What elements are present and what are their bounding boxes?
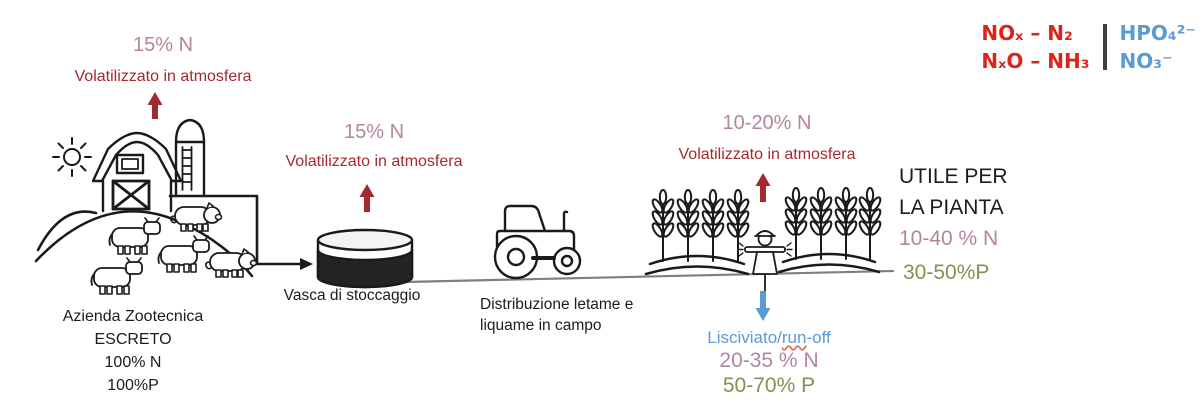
wheat-icon bbox=[782, 186, 810, 261]
barn-icon bbox=[91, 131, 183, 213]
runoff-label-part2: run bbox=[781, 328, 807, 347]
legend-nitrogen-column: NOₓ – N₂ NₓO – NH₃ bbox=[981, 19, 1089, 75]
pig-icon bbox=[169, 201, 223, 233]
down-arrow-icon bbox=[755, 291, 771, 321]
runoff-label-part3: -off bbox=[806, 328, 831, 347]
legend: NOₓ – N₂ NₓO – NH₃ HPO₄²⁻ NO₃⁻ bbox=[981, 19, 1196, 75]
plant-title-line1: UTILE PER bbox=[899, 165, 1008, 188]
cow-icon bbox=[157, 234, 211, 274]
tractor-caption-line1: Distribuzione letame e bbox=[480, 296, 634, 313]
legend-blue-line2: NO₃⁻ bbox=[1119, 49, 1173, 73]
runoff-n-value: 20-35 % N bbox=[719, 349, 819, 372]
wheat-icon bbox=[649, 188, 677, 263]
ground-line bbox=[403, 269, 895, 284]
farm-loss-label: Volatilizzato in atmosfera bbox=[74, 68, 252, 85]
runoff-p-value: 50-70% P bbox=[722, 374, 816, 397]
up-arrow-icon bbox=[147, 92, 163, 119]
scarecrow-icon bbox=[737, 230, 793, 298]
legend-red-line2: NₓO – NH₃ bbox=[981, 49, 1090, 73]
legend-red-line1: NOₓ – N₂ bbox=[981, 21, 1073, 45]
tractor-caption-line2: liquame in campo bbox=[480, 317, 602, 334]
flow-arrow bbox=[168, 194, 313, 270]
wheat-icon bbox=[807, 186, 835, 261]
runoff-label: Lisciviato/run-off bbox=[707, 328, 830, 347]
farm-caption-line3: 100% N bbox=[104, 354, 162, 371]
plant-title: UTILE PER LA PIANTA bbox=[899, 161, 1008, 223]
field-mounds bbox=[644, 252, 881, 276]
farm-caption-line4: 100%P bbox=[107, 377, 159, 394]
tank-loss-label: Volatilizzato in atmosfera bbox=[285, 153, 463, 170]
plant-title-line2: LA PIANTA bbox=[899, 196, 1004, 219]
farm-caption: Azienda Zootecnica ESCRETO 100% N 100%P bbox=[63, 305, 204, 397]
tractor-icon bbox=[493, 204, 582, 280]
cow-icon bbox=[108, 216, 162, 256]
farm-animals bbox=[90, 201, 258, 296]
legend-phosphate-column: HPO₄²⁻ NO₃⁻ bbox=[1120, 19, 1196, 75]
legend-divider bbox=[1102, 24, 1107, 70]
tank-loss-pct: 15% N bbox=[343, 121, 405, 143]
up-arrow-icon bbox=[359, 184, 375, 212]
field-loss-pct: 10-20% N bbox=[722, 112, 812, 134]
farm-loss-pct: 15% N bbox=[132, 34, 194, 56]
wheat-icon bbox=[856, 186, 884, 261]
plant-p-value: 30-50%P bbox=[903, 261, 990, 284]
plant-n-value: 10-40 % N bbox=[899, 227, 999, 250]
sun-icon bbox=[52, 137, 92, 177]
tank-caption: Vasca di stoccaggio bbox=[283, 287, 421, 304]
tractor-caption: Distribuzione letame e liquame in campo bbox=[480, 294, 633, 336]
wheat-icon bbox=[832, 186, 860, 261]
silo-icon bbox=[174, 118, 206, 198]
wheat-icon bbox=[674, 188, 702, 263]
runoff-label-part1: Lisciviato/ bbox=[707, 328, 782, 347]
volatilization-arrows bbox=[147, 92, 771, 212]
farm-caption-line2: ESCRETO bbox=[94, 331, 172, 348]
up-arrow-icon bbox=[755, 173, 771, 202]
field-loss-label: Volatilizzato in atmosfera bbox=[678, 146, 856, 163]
wheat-icon bbox=[699, 188, 727, 263]
legend-blue-line1: HPO₄²⁻ bbox=[1119, 21, 1196, 45]
storage-tank-icon bbox=[316, 228, 414, 289]
farm-caption-line1: Azienda Zootecnica bbox=[62, 308, 204, 325]
cow-icon bbox=[90, 256, 144, 296]
